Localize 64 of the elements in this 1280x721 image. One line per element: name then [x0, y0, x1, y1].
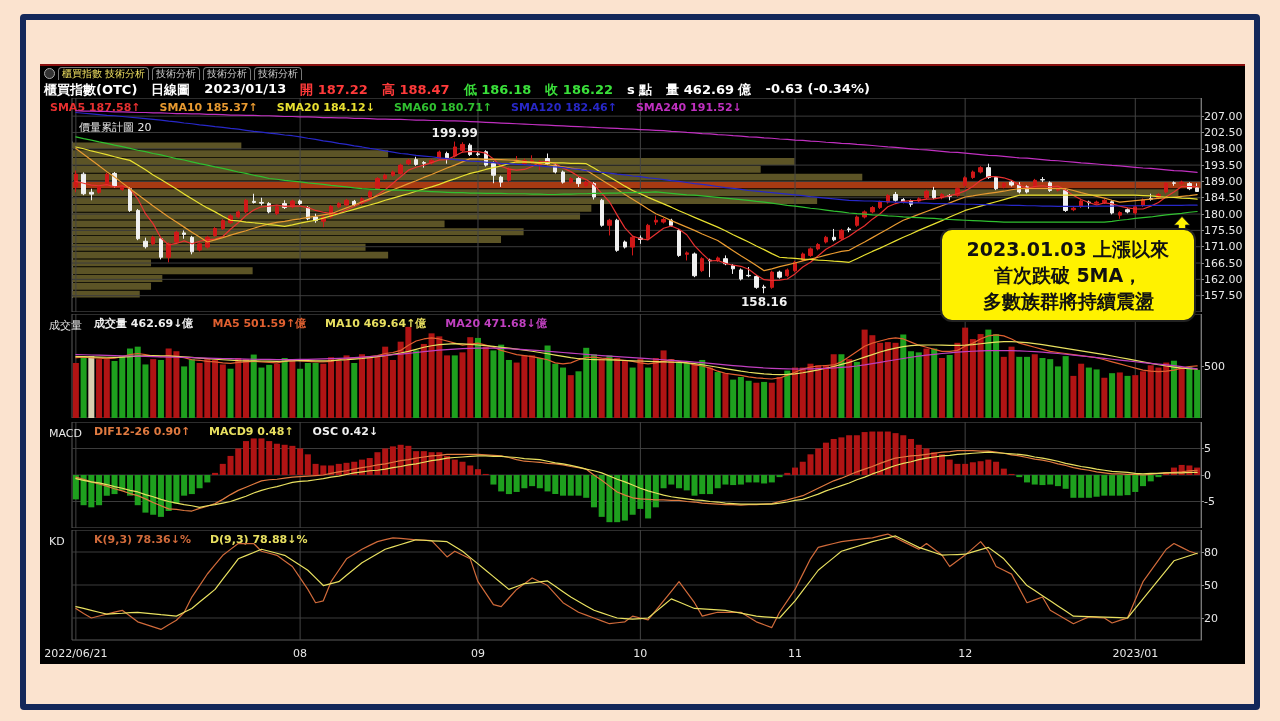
y-tick-label: 180.00	[1204, 207, 1243, 221]
x-tick-label: 12	[958, 647, 973, 660]
y-tick-label: -5	[1204, 495, 1215, 508]
y-tick-label: 162.00	[1204, 272, 1243, 286]
y-tick-label: 0	[1204, 468, 1211, 482]
y-tick-label: 50	[1204, 578, 1218, 592]
annotation: 2023.01.03 上漲以來	[966, 237, 1170, 262]
text: MACD9 0.48↑	[209, 424, 294, 438]
x-tick-label: 11	[788, 647, 803, 660]
text: 成交量 462.69↓億	[93, 316, 195, 330]
x-tick-label: 2023/01	[1112, 647, 1159, 660]
text: 技術分析	[203, 66, 252, 80]
text: 收 186.22	[545, 81, 614, 99]
text: SMA20 184.12↓	[276, 100, 375, 114]
y-tick-label: 500	[1204, 359, 1225, 373]
text: 技術分析	[254, 66, 303, 80]
y-tick-label: 207.00	[1204, 109, 1243, 123]
text: 低 186.18	[463, 81, 532, 99]
series-label: MA10 469.64↑億	[325, 316, 428, 330]
text: 成交量	[49, 319, 82, 332]
text: SMA120 182.46↑	[511, 100, 617, 114]
text: 技術分析	[152, 66, 201, 80]
y-tick-label: 157.50	[1204, 289, 1243, 303]
y-tick-label: 193.50	[1204, 158, 1243, 172]
text: 櫃買指數 技術分析	[58, 66, 150, 80]
x-tick-label: 10	[633, 647, 648, 660]
text: DIF12-26 0.90↑	[94, 424, 191, 438]
text: 高 188.47	[381, 81, 450, 99]
text: 量 462.69 億	[666, 81, 752, 99]
y-tick-label: 198.00	[1204, 142, 1243, 156]
chart-title: 櫃買指數(OTC)	[44, 81, 138, 99]
y-tick-label: 20	[1204, 611, 1218, 625]
y-tick-label: 166.50	[1204, 256, 1243, 270]
annotation: 多數族群將持續震盪	[982, 289, 1154, 314]
series-label: MA20 471.68↓億	[445, 316, 548, 330]
text: 開 187.22	[300, 81, 368, 99]
annotation: 首次跌破 5MA，	[993, 263, 1143, 288]
y-tick-label: 5	[1204, 442, 1211, 455]
text: SMA5 187.58↑	[50, 100, 141, 114]
x-tick-label: 08	[293, 647, 308, 660]
text: s 點	[627, 81, 653, 99]
text: SMA60 180.71↑	[393, 100, 493, 114]
y-tick-label: 171.00	[1204, 240, 1243, 254]
text: MACD	[49, 427, 82, 440]
y-tick-label: 189.00	[1204, 174, 1243, 188]
y-tick-label: 80	[1204, 545, 1218, 559]
series-label: SMA240 191.52↓	[635, 100, 742, 114]
text: K(9,3) 78.36↓%	[94, 532, 191, 546]
annotation: 199.99	[431, 125, 478, 140]
text: 日線圖	[151, 81, 191, 99]
text: -0.63 (-0.34%)	[765, 81, 870, 98]
text: SMA10 185.37↑	[159, 100, 258, 114]
x-tick-label: 2022/06/21	[44, 647, 108, 660]
y-tick-label: 175.50	[1204, 223, 1243, 237]
text: 2023/01/13	[204, 81, 287, 98]
text: KD	[49, 535, 65, 548]
series-label: OSC 0.42↓	[312, 424, 379, 438]
text: MA5 501.59↑億	[212, 316, 308, 330]
annotation: 158.16	[740, 295, 788, 310]
y-tick-label: 184.50	[1204, 191, 1243, 205]
x-tick-label: 09	[470, 647, 485, 660]
y-tick-label: 202.50	[1204, 125, 1243, 139]
chart-title: 價量累計圖 20	[79, 121, 152, 134]
series-label: D(9,3) 78.88↓%	[209, 532, 308, 546]
